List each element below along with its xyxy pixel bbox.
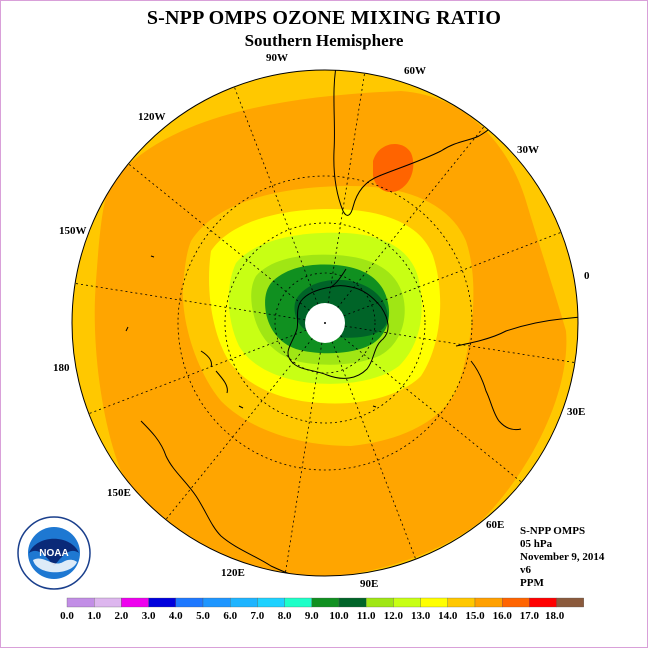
meridian-line [327,73,365,304]
info-level: 05 hPa [520,538,553,550]
chart-subtitle: Southern Hemisphere [244,31,404,50]
colorbar-swatch [66,597,95,608]
meridian-line [344,325,575,363]
colorbar-swatch [338,597,367,608]
colorbar-tick-label: 2.0 [115,610,129,622]
colorbar-tick-label: 9.0 [305,610,319,622]
meridian-line [88,329,307,415]
colorbar-swatch [502,597,530,608]
lon-label-30e: 30E [567,406,585,418]
coastlines [125,70,578,576]
coastline-australia [140,420,317,576]
colorbar-swatch [420,597,448,608]
colorbar-swatch [284,597,312,608]
colorbar-tick-label: 11.0 [357,610,376,622]
meridian-line [343,231,562,317]
colorbar-swatch [529,597,557,608]
lon-label-120e: 120E [221,567,245,579]
noaa-logo: NOAA [17,516,91,590]
meridian-line [75,283,306,321]
meridian-line [165,338,313,520]
colorbar-tick-label: 6.0 [223,610,237,622]
latitude-circles [177,175,473,471]
lon-label-120w: 120W [138,111,166,123]
colorbar-tick-label: 3.0 [142,610,156,622]
colorbar-tick-label: 4.0 [169,610,183,622]
lon-label-150e: 150E [107,487,131,499]
colorbar-swatch [474,597,503,608]
colorbar-swatch [175,597,204,608]
noaa-logo-text: NOAA [39,548,68,559]
meridian-line [337,126,485,308]
colorbar-swatch [311,597,340,608]
lon-label-60w: 60W [404,65,426,77]
colorbar-swatch [257,597,285,608]
coastline-south-america [333,70,517,216]
colorbar-tick-label: 16.0 [493,610,513,622]
lat-circle-60s [177,175,473,471]
chart-title: S-NPP OMPS OZONE MIXING RATIO [146,7,502,29]
lon-label-180: 180 [53,362,70,374]
colorbar-swatch [94,597,122,608]
colorbar-tick-label: 15.0 [465,610,485,622]
meridian-line [233,86,319,305]
colorbar-swatch [230,597,258,608]
info-version: v6 [520,564,531,576]
lon-label-150w: 150W [59,225,87,237]
colorbar-tick-label: 5.0 [196,610,210,622]
info-units: PPM [520,577,544,589]
coastline-new-zealand [200,350,228,394]
colorbar-tick-label: 1.0 [87,610,101,622]
coastline-antarctica [287,285,389,379]
meridian-line [331,341,417,560]
lon-label-90w: 90W [266,52,288,64]
map-border [71,69,579,577]
colorbar-tick-label: 8.0 [278,610,292,622]
colorbar-swatch [202,597,231,608]
colorbar-tick-labels: 0.0 1.0 2.0 3.0 4.0 5.0 6.0 7.0 8.0 9.0 10.0 11.0 12… [60,610,565,622]
meridian-line [285,342,323,573]
colorbar-tick-label: 10.0 [329,610,349,622]
colorbar-tick-label: 17.0 [520,610,540,622]
lat-circle-70s [224,222,426,424]
colorbar-swatch [366,597,394,608]
colorbar-tick-label: 12.0 [384,610,404,622]
colorbar-tick-label: 7.0 [251,610,265,622]
contour-15-16 [373,143,414,193]
lat-circle-80s [274,272,376,374]
info-date: November 9, 2014 [520,551,605,563]
coastline-islands [125,255,377,409]
colorbar-swatch [393,597,421,608]
colorbar-swatch [447,597,476,608]
meridian-line [128,163,310,311]
south-pole-point [324,322,326,324]
colorbar-swatch [556,597,584,608]
colorbar-swatch [148,597,176,608]
longitude-labels: 90W 60W 30W 0 30E 60E 90E 120E 150E 180 … [53,52,590,590]
colorbar-swatches [66,597,584,608]
coastline-africa [455,316,578,431]
meridian-line [340,335,522,483]
lon-label-60e: 60E [486,519,504,531]
lon-label-30w: 30W [517,144,539,156]
colorbar-tick-label: 14.0 [438,610,458,622]
colorbar-tick-label: 13.0 [411,610,431,622]
info-instrument: S-NPP OMPS [520,525,586,537]
meridians [75,73,575,573]
colorbar-swatch [121,597,149,608]
colorbar-tick-label: 18.0 [545,610,565,622]
coastline-antarctic-peninsula [330,268,347,288]
lon-label-0: 0 [584,270,590,282]
colorbar-tick-label: 0.0 [60,610,74,622]
lon-label-90e: 90E [360,578,378,590]
